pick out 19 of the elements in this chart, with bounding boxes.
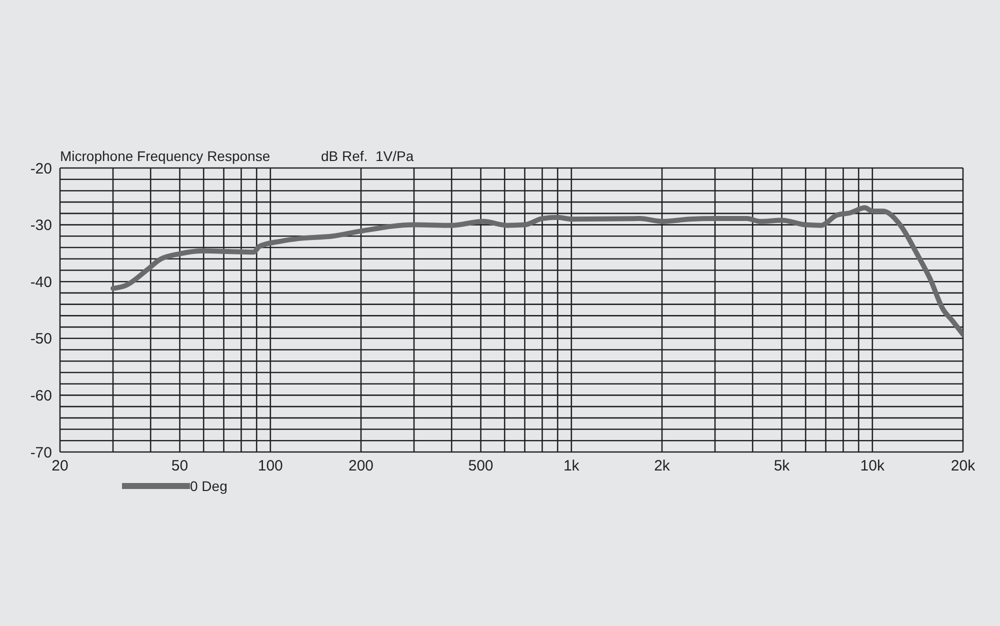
x-tick-label: 10k — [860, 458, 885, 475]
y-axis-title: dB Ref. 1V/Pa — [321, 148, 414, 164]
legend-label: 0 Deg — [190, 478, 228, 494]
y-tick-label: -30 — [30, 217, 52, 234]
x-tick-label: 50 — [171, 458, 188, 475]
x-tick-label: 200 — [348, 458, 374, 475]
y-tick-label: -20 — [30, 160, 52, 178]
chart-title: Microphone Frequency Response — [60, 148, 270, 164]
x-tick-label: 20k — [950, 458, 976, 475]
y-tick-label: -70 — [30, 444, 52, 462]
x-tick-label: 500 — [468, 458, 494, 475]
y-tick-label: -60 — [30, 388, 52, 405]
x-tick-label: 1k — [563, 458, 580, 475]
x-tick-label: 20 — [52, 458, 68, 475]
x-tick-label: 100 — [258, 458, 283, 475]
y-tick-label: -50 — [30, 330, 52, 348]
y-tick-label: -40 — [30, 274, 52, 291]
x-tick-label: 2k — [654, 458, 670, 475]
x-tick-label: 5k — [774, 458, 790, 475]
